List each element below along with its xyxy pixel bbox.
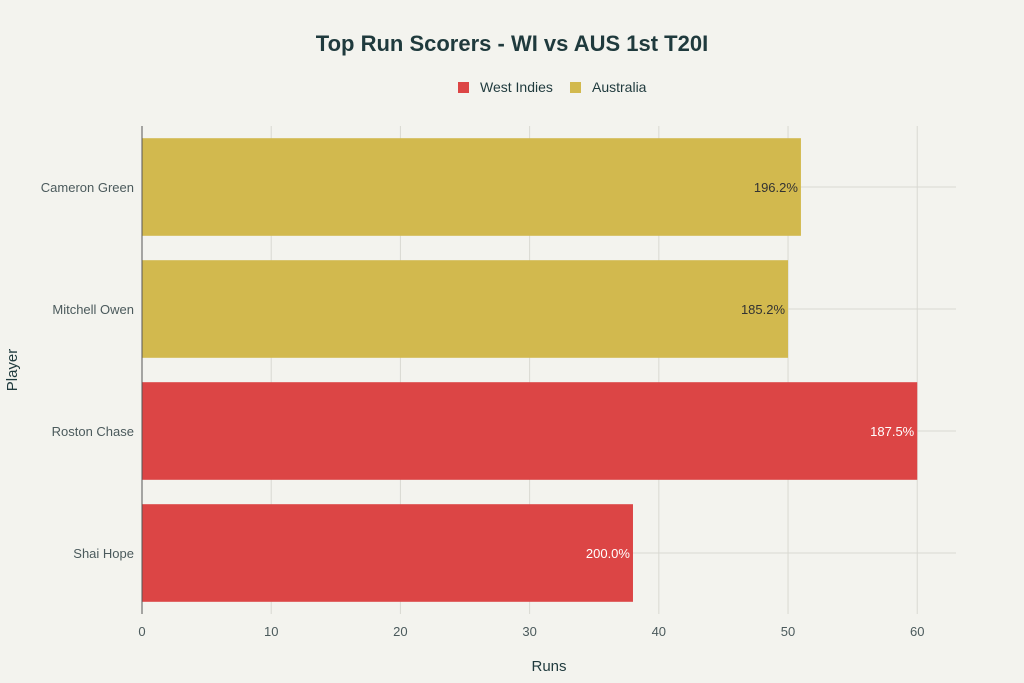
legend-label-australia: Australia bbox=[592, 79, 647, 95]
y-axis-ticks: Cameron Green Mitchell Owen Roston Chase Sh… bbox=[41, 180, 134, 561]
bar-cameron-green bbox=[142, 138, 801, 236]
y-tick-label-cameron-green: Cameron Green bbox=[41, 180, 134, 195]
legend-swatch-australia bbox=[570, 82, 581, 93]
x-tick-label-20: 20 bbox=[393, 624, 407, 639]
y-axis-title: Player bbox=[4, 349, 21, 392]
x-tick-label-10: 10 bbox=[264, 624, 278, 639]
x-tick-label-60: 60 bbox=[910, 624, 924, 639]
chart-title: Top Run Scorers - WI vs AUS 1st T20I bbox=[316, 31, 708, 56]
bar-label-roston-chase: 187.5% bbox=[870, 424, 915, 439]
y-tick-label-roston-chase: Roston Chase bbox=[52, 424, 134, 439]
bars: 196.2% 185.2% 187.5% 200.0% bbox=[142, 138, 918, 602]
x-axis-ticks: 0 10 20 30 40 50 60 bbox=[138, 624, 924, 639]
x-tick-label-50: 50 bbox=[781, 624, 795, 639]
bar-mitchell-owen bbox=[142, 260, 789, 358]
bar-roston-chase bbox=[142, 382, 918, 480]
y-tick-label-shai-hope: Shai Hope bbox=[73, 546, 134, 561]
x-tick-label-40: 40 bbox=[652, 624, 666, 639]
y-tick-label-mitchell-owen: Mitchell Owen bbox=[52, 302, 134, 317]
bar-label-cameron-green: 196.2% bbox=[754, 180, 799, 195]
x-axis-title: Runs bbox=[531, 658, 566, 675]
bar-label-shai-hope: 200.0% bbox=[586, 546, 631, 561]
legend-label-west-indies: West Indies bbox=[480, 79, 553, 95]
bar-label-mitchell-owen: 185.2% bbox=[741, 302, 786, 317]
x-tick-label-30: 30 bbox=[522, 624, 536, 639]
legend-swatch-west-indies bbox=[458, 82, 469, 93]
legend: West Indies Australia bbox=[458, 79, 647, 95]
x-tick-label-0: 0 bbox=[138, 624, 145, 639]
bar-shai-hope bbox=[142, 504, 633, 602]
